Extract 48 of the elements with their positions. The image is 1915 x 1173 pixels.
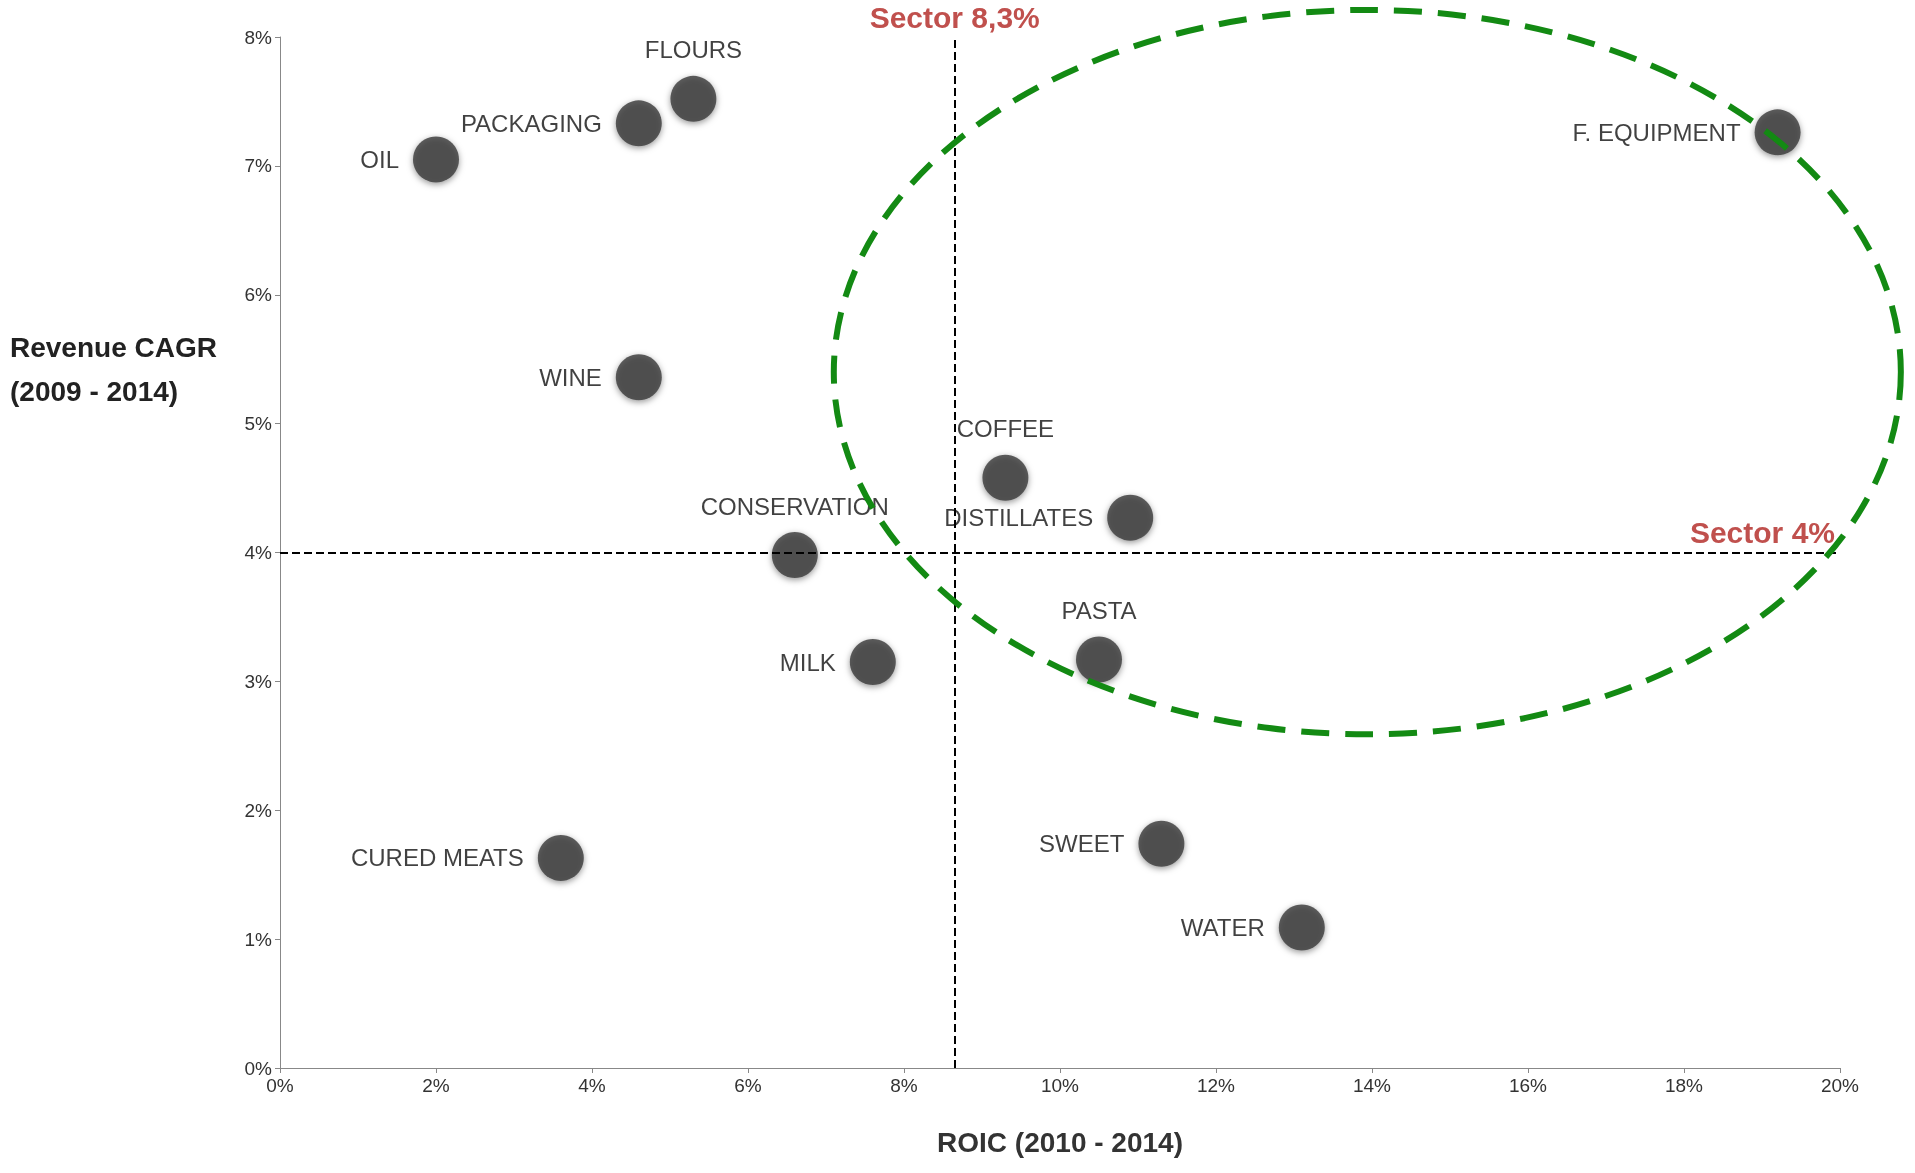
data-label: COFFEE (956, 415, 1055, 443)
x-tick-label: 2% (422, 1075, 450, 1096)
point (537, 834, 584, 881)
data-label: CONSERVATION (700, 492, 889, 520)
point (771, 532, 818, 579)
x-tick-label: 10% (1040, 1075, 1080, 1096)
data-label: SWEET (1039, 830, 1125, 858)
point (1754, 109, 1801, 156)
point (1076, 636, 1122, 683)
y-tick-label: 7% (244, 155, 273, 177)
point (1107, 494, 1154, 541)
point (849, 639, 896, 686)
point (615, 100, 662, 147)
x-tick-label: 20% (1820, 1075, 1860, 1096)
data-label: OIL (360, 145, 399, 173)
ref-line-label: Sector 4% (1689, 516, 1835, 549)
y-tick-label: 3% (244, 670, 273, 692)
point (1278, 904, 1325, 951)
x-tick-label: 18% (1664, 1075, 1704, 1096)
data-label: FLOURS (644, 36, 743, 64)
y-axis-title: Revenue CAGR (2009 - 2014) (10, 331, 225, 407)
x-tick-label: 8% (890, 1075, 918, 1096)
data-label: PASTA (1061, 596, 1137, 624)
y-tick-label: 2% (244, 799, 273, 821)
y-tick-label: 1% (244, 928, 273, 950)
y-tick-label: 4% (244, 542, 273, 563)
data-label: PACKAGING (460, 109, 602, 137)
x-tick-label: 6% (734, 1075, 762, 1096)
x-tick-label: 4% (578, 1075, 606, 1096)
data-label: MILK (779, 648, 836, 676)
y-tick-label: 8% (244, 26, 273, 48)
ref-line-label: Sector 8,3% (869, 0, 1040, 34)
y-tick-label: 5% (244, 413, 273, 435)
point (413, 136, 459, 183)
x-tick-label: 14% (1352, 1075, 1392, 1096)
point (1138, 820, 1185, 867)
data-label: WINE (539, 363, 602, 391)
x-tick-label: 12% (1196, 1075, 1236, 1096)
data-label: F. EQUIPMENT (1572, 118, 1741, 146)
data-label: WATER (1180, 914, 1265, 942)
data-label: DISTILLATES (944, 504, 1094, 532)
x-tick-label: 16% (1508, 1075, 1548, 1096)
point (670, 75, 717, 122)
x-axis-title: ROIC (2010 - 2014) (937, 1126, 1183, 1158)
data-label: CURED MEATS (350, 844, 524, 872)
y-tick-label: 6% (244, 284, 273, 306)
point (615, 354, 662, 401)
point (982, 454, 1029, 501)
